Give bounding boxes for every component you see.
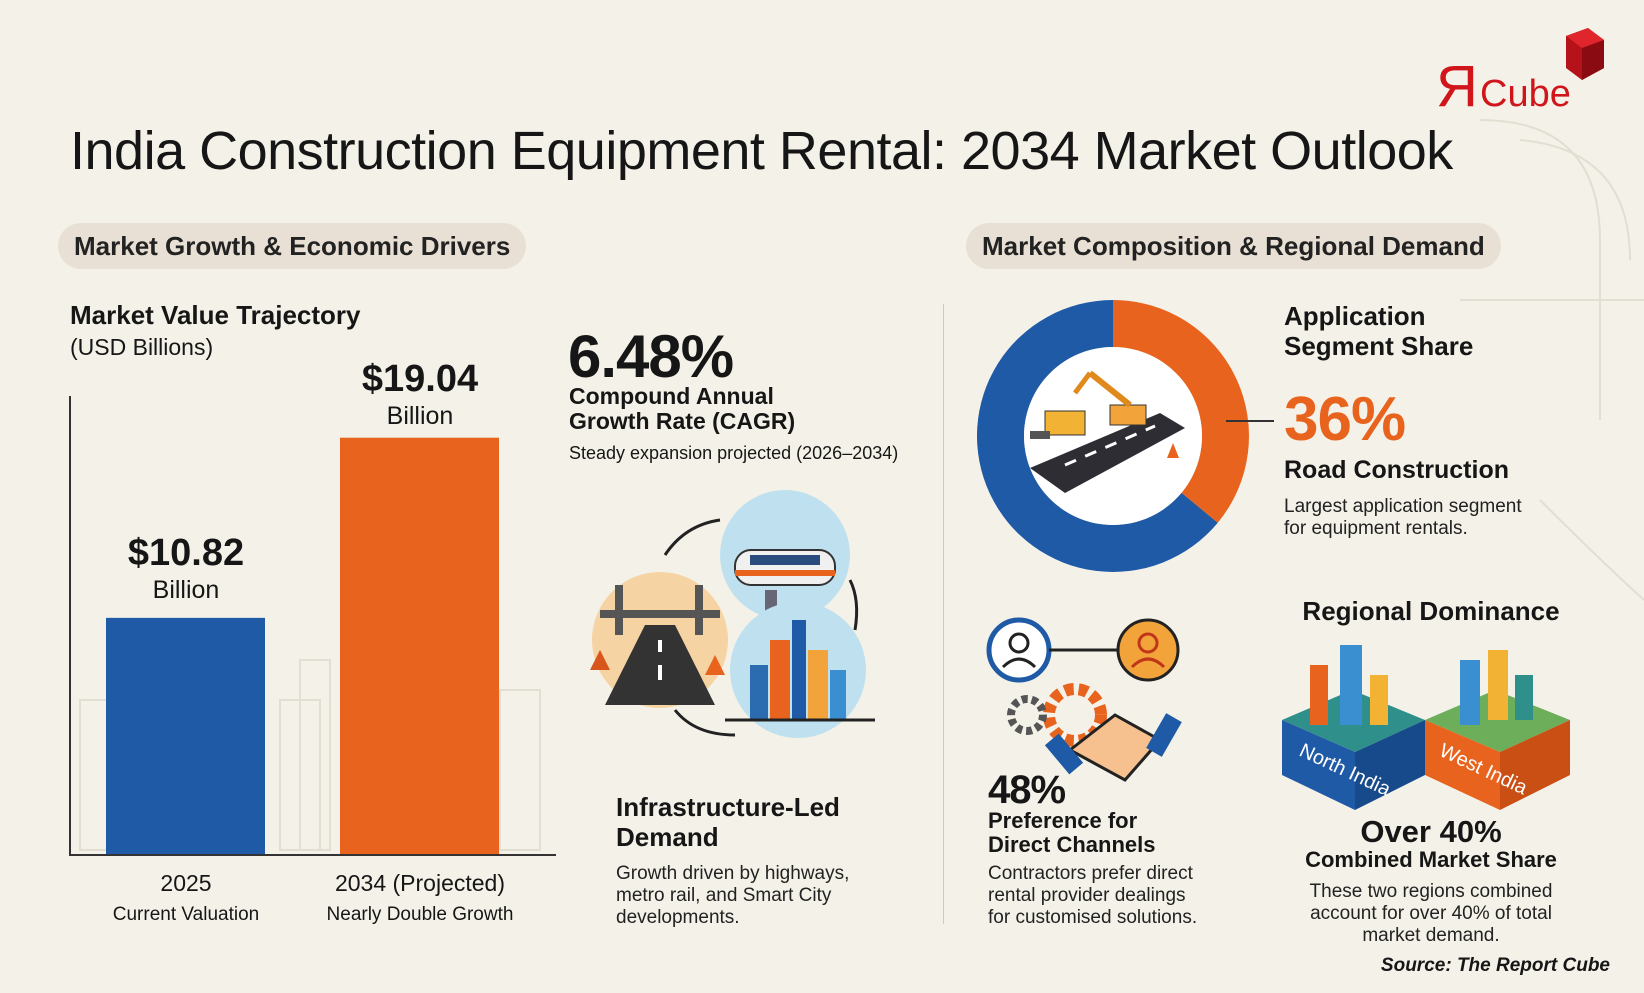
- metro-train-icon: [720, 490, 850, 620]
- regional-desc-line: account for over 40% of total: [1310, 903, 1552, 924]
- donut-callout-line: [1226, 420, 1274, 422]
- cagr-label-line2: Growth Rate (CAGR): [569, 408, 796, 434]
- donut-slice-road-construction: [1113, 300, 1249, 523]
- application-title-line1: Application: [1284, 301, 1426, 331]
- cagr-value: 6.48%: [568, 323, 734, 390]
- bar-2025: [106, 617, 265, 855]
- section-pill-composition: Market Composition & Regional Demand: [966, 223, 1501, 269]
- bar-chart: [69, 396, 556, 856]
- channels-desc-line: Contractors prefer direct: [988, 863, 1193, 884]
- page-title: India Construction Equipment Rental: 203…: [70, 121, 1453, 181]
- bar-value-2034: $19.04: [361, 358, 479, 400]
- infra-desc: Growth driven by highways, metro rail, a…: [616, 863, 849, 929]
- smart-city-icon: [725, 602, 875, 738]
- person-icon: [986, 617, 1052, 683]
- regional-desc-line: These two regions combined: [1309, 881, 1553, 902]
- application-desc-line: for equipment rentals.: [1284, 518, 1468, 539]
- application-share-value: 36%: [1284, 385, 1406, 454]
- svg-text:Cube: Cube: [1480, 73, 1571, 113]
- cagr-label-line1: Compound Annual: [569, 383, 774, 409]
- application-segment: Road Construction: [1284, 456, 1509, 484]
- cagr-label: Compound Annual Growth Rate (CAGR): [569, 384, 795, 434]
- x-sublabel-2025: Current Valuation: [112, 904, 260, 925]
- x-tick-2025: 2025: [160, 870, 212, 896]
- cagr-note: Steady expansion projected (2026–2034): [569, 443, 899, 463]
- bar-2034: [340, 437, 499, 855]
- infra-desc-line: Growth driven by highways,: [616, 863, 850, 884]
- bar-unit-2025: Billion: [152, 576, 220, 604]
- application-desc-line: Largest application segment: [1284, 496, 1522, 517]
- channels-label-line1: Preference for: [988, 808, 1138, 833]
- channels-desc-line: for customised solutions.: [988, 907, 1198, 928]
- north-india-block: North India: [1282, 645, 1425, 810]
- regional-value: Over 40%: [1360, 814, 1502, 849]
- regional-desc-line: market demand.: [1362, 925, 1500, 946]
- channels-desc-line: rental provider dealings: [988, 885, 1186, 906]
- section-divider: [943, 304, 944, 924]
- application-title-line2: Segment Share: [1284, 331, 1474, 361]
- x-tick-2034: 2034 (Projected): [334, 870, 506, 896]
- bar-chart-title: Market Value Trajectory: [70, 300, 361, 330]
- gear-icon: [1007, 683, 1107, 747]
- regional-title: Regional Dominance: [1302, 596, 1560, 626]
- section-pill-growth: Market Growth & Economic Drivers: [58, 223, 527, 269]
- regional-blocks: North India West India: [1282, 645, 1570, 810]
- brand-logo: Я Cube: [1436, 28, 1606, 119]
- regional-desc: These two regions combined account for o…: [1281, 881, 1581, 947]
- donut-slice-other: [977, 300, 1218, 572]
- channels-label-line2: Direct Channels: [988, 832, 1156, 857]
- bar-chart-subtitle: (USD Billions): [70, 334, 214, 360]
- x-sublabel-2034: Nearly Double Growth: [326, 904, 514, 925]
- application-desc: Largest application segment for equipmen…: [1284, 496, 1522, 540]
- infra-title-line1: Infrastructure-Led: [616, 792, 840, 822]
- donut-chart: [977, 300, 1249, 572]
- infra-title: Infrastructure-Led Demand: [616, 792, 840, 852]
- road-construction-icon: [1030, 370, 1185, 493]
- infra-desc-line: developments.: [616, 907, 740, 928]
- channels-value: 48%: [988, 768, 1066, 812]
- svg-text:Я: Я: [1436, 54, 1478, 113]
- handshake-icon: [1044, 713, 1182, 782]
- channels-desc: Contractors prefer direct rental provide…: [988, 863, 1197, 929]
- regional-label: Combined Market Share: [1305, 847, 1557, 872]
- bar-unit-2034: Billion: [386, 402, 454, 430]
- bridge-road-icon: [590, 572, 728, 708]
- arc-connector: [663, 518, 721, 556]
- channels-label: Preference for Direct Channels: [988, 809, 1156, 857]
- person-icon: [1116, 618, 1180, 682]
- application-title: Application Segment Share: [1284, 301, 1473, 361]
- west-india-block: West India: [1425, 650, 1570, 810]
- infrastructure-illustration: [590, 490, 875, 738]
- infra-title-line2: Demand: [616, 822, 719, 852]
- bar-value-2025: $10.82: [127, 532, 245, 574]
- infra-desc-line: metro rail, and Smart City: [616, 885, 832, 906]
- source-note: Source: The Report Cube: [1380, 955, 1610, 976]
- direct-channels-illustration: [986, 617, 1182, 782]
